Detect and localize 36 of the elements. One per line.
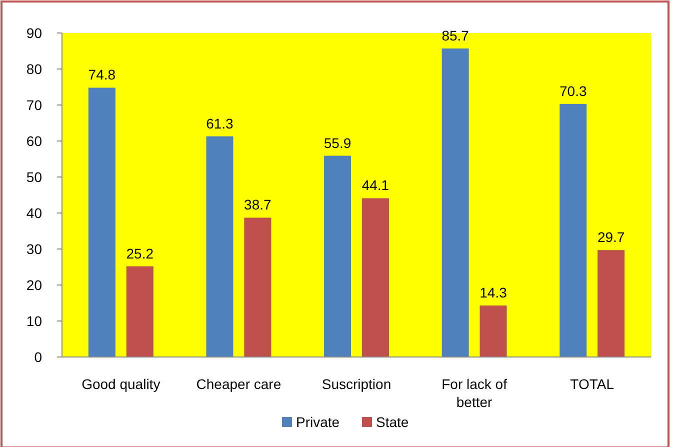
bar: [442, 48, 469, 357]
y-tick-label: 0: [34, 348, 42, 365]
y-tick-label: 60: [26, 132, 42, 149]
y-tick-label: 40: [26, 204, 42, 221]
x-tick-label: Good quality: [82, 376, 160, 392]
legend-label: Private: [296, 414, 340, 430]
bar: [206, 136, 234, 357]
bar: [126, 266, 154, 357]
bar: [88, 88, 116, 357]
bar: [362, 198, 389, 357]
bar: [560, 104, 587, 357]
x-tick-label: Cheaper care: [196, 376, 282, 392]
data-label: 55.9: [324, 134, 352, 151]
x-tick-label: For lack of better: [442, 376, 508, 410]
y-tick-label: 90: [26, 24, 42, 41]
legend-label: State: [376, 414, 409, 430]
y-tick-label: 10: [26, 312, 42, 329]
data-label: 44.1: [362, 177, 390, 194]
data-label: 74.8: [88, 66, 116, 83]
data-label: 38.7: [244, 196, 272, 213]
data-label: 61.3: [206, 115, 234, 132]
y-tick-label: 20: [26, 276, 42, 293]
y-tick-label: 30: [26, 240, 42, 257]
y-tick-label: 80: [26, 60, 42, 77]
data-label: 70.3: [560, 82, 587, 99]
data-label: 25.2: [126, 245, 154, 262]
x-tick-label: Suscription: [322, 376, 392, 392]
bar: [244, 218, 272, 357]
data-label: 14.3: [480, 284, 508, 301]
y-tick-label: 50: [26, 168, 42, 185]
bar: [324, 156, 352, 357]
x-tick-label: TOTAL: [570, 376, 614, 392]
bar: [598, 250, 625, 357]
y-tick-label: 70: [26, 96, 42, 113]
bar: [480, 306, 507, 357]
data-label: 29.7: [597, 229, 625, 246]
